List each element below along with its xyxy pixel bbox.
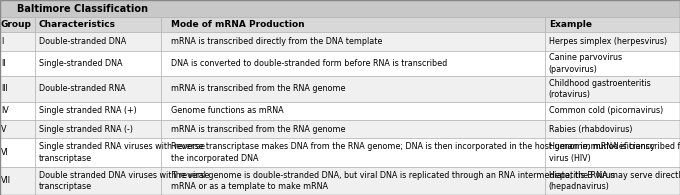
Text: Double-stranded DNA: Double-stranded DNA [39,37,126,46]
Bar [0,102,35,120]
Bar [161,32,545,51]
Bar [545,138,680,167]
Text: Childhood gastroenteritis
(rotavirus): Childhood gastroenteritis (rotavirus) [549,79,651,99]
Text: Baltimore Classification: Baltimore Classification [17,4,148,14]
Bar [0,17,35,32]
Text: II: II [1,59,5,68]
Bar [0,0,680,17]
Bar [35,167,161,195]
Text: Double-stranded RNA: Double-stranded RNA [39,84,125,93]
Bar [545,120,680,138]
Text: mRNA is transcribed from the RNA genome: mRNA is transcribed from the RNA genome [171,84,345,93]
Text: I: I [1,37,3,46]
Text: Reverse transcriptase makes DNA from the RNA genome; DNA is then incorporated in: Reverse transcriptase makes DNA from the… [171,142,680,163]
Text: DNA is converted to double-stranded form before RNA is transcribed: DNA is converted to double-stranded form… [171,59,447,68]
Text: Single stranded RNA (+): Single stranded RNA (+) [39,106,136,115]
Bar [161,167,545,195]
Text: Mode of mRNA Production: Mode of mRNA Production [171,20,305,29]
Bar [0,138,35,167]
Bar [35,32,161,51]
Bar [161,51,545,76]
Text: VI: VI [1,148,9,157]
Bar [545,17,680,32]
Bar [161,102,545,120]
Text: The viral genome is double-stranded DNA, but viral DNA is replicated through an : The viral genome is double-stranded DNA,… [171,171,680,191]
Bar [0,167,35,195]
Text: Common cold (picornavirus): Common cold (picornavirus) [549,106,663,115]
Bar [545,51,680,76]
Bar [35,120,161,138]
Bar [35,17,161,32]
Bar [35,51,161,76]
Bar [161,120,545,138]
Text: Human immunodeficiency
virus (HIV): Human immunodeficiency virus (HIV) [549,142,655,163]
Text: mRNA is transcribed directly from the DNA template: mRNA is transcribed directly from the DN… [171,37,382,46]
Bar [0,76,35,102]
Bar [545,167,680,195]
Bar [545,102,680,120]
Text: VII: VII [1,176,11,185]
Bar [161,76,545,102]
Text: V: V [1,125,6,134]
Text: Herpes simplex (herpesvirus): Herpes simplex (herpesvirus) [549,37,667,46]
Text: mRNA is transcribed from the RNA genome: mRNA is transcribed from the RNA genome [171,125,345,134]
Text: Rabies (rhabdovirus): Rabies (rhabdovirus) [549,125,632,134]
Bar [35,76,161,102]
Text: Double stranded DNA viruses with reverse
transcriptase: Double stranded DNA viruses with reverse… [39,171,209,191]
Text: Single stranded RNA viruses with reverse
transcriptase: Single stranded RNA viruses with reverse… [39,142,205,163]
Text: Single-stranded DNA: Single-stranded DNA [39,59,122,68]
Text: Group: Group [1,20,32,29]
Text: Genome functions as mRNA: Genome functions as mRNA [171,106,284,115]
Text: III: III [1,84,7,93]
Text: Example: Example [549,20,592,29]
Bar [0,120,35,138]
Bar [545,32,680,51]
Bar [545,76,680,102]
Text: Single stranded RNA (-): Single stranded RNA (-) [39,125,133,134]
Bar [35,138,161,167]
Text: IV: IV [1,106,9,115]
Bar [0,32,35,51]
Bar [35,102,161,120]
Bar [161,138,545,167]
Text: Hepatitis B virus
(hepadnavirus): Hepatitis B virus (hepadnavirus) [549,171,615,191]
Bar [0,51,35,76]
Text: Canine parvovirus
(parvovirus): Canine parvovirus (parvovirus) [549,53,622,74]
Text: Characteristics: Characteristics [39,20,116,29]
Bar [161,17,545,32]
